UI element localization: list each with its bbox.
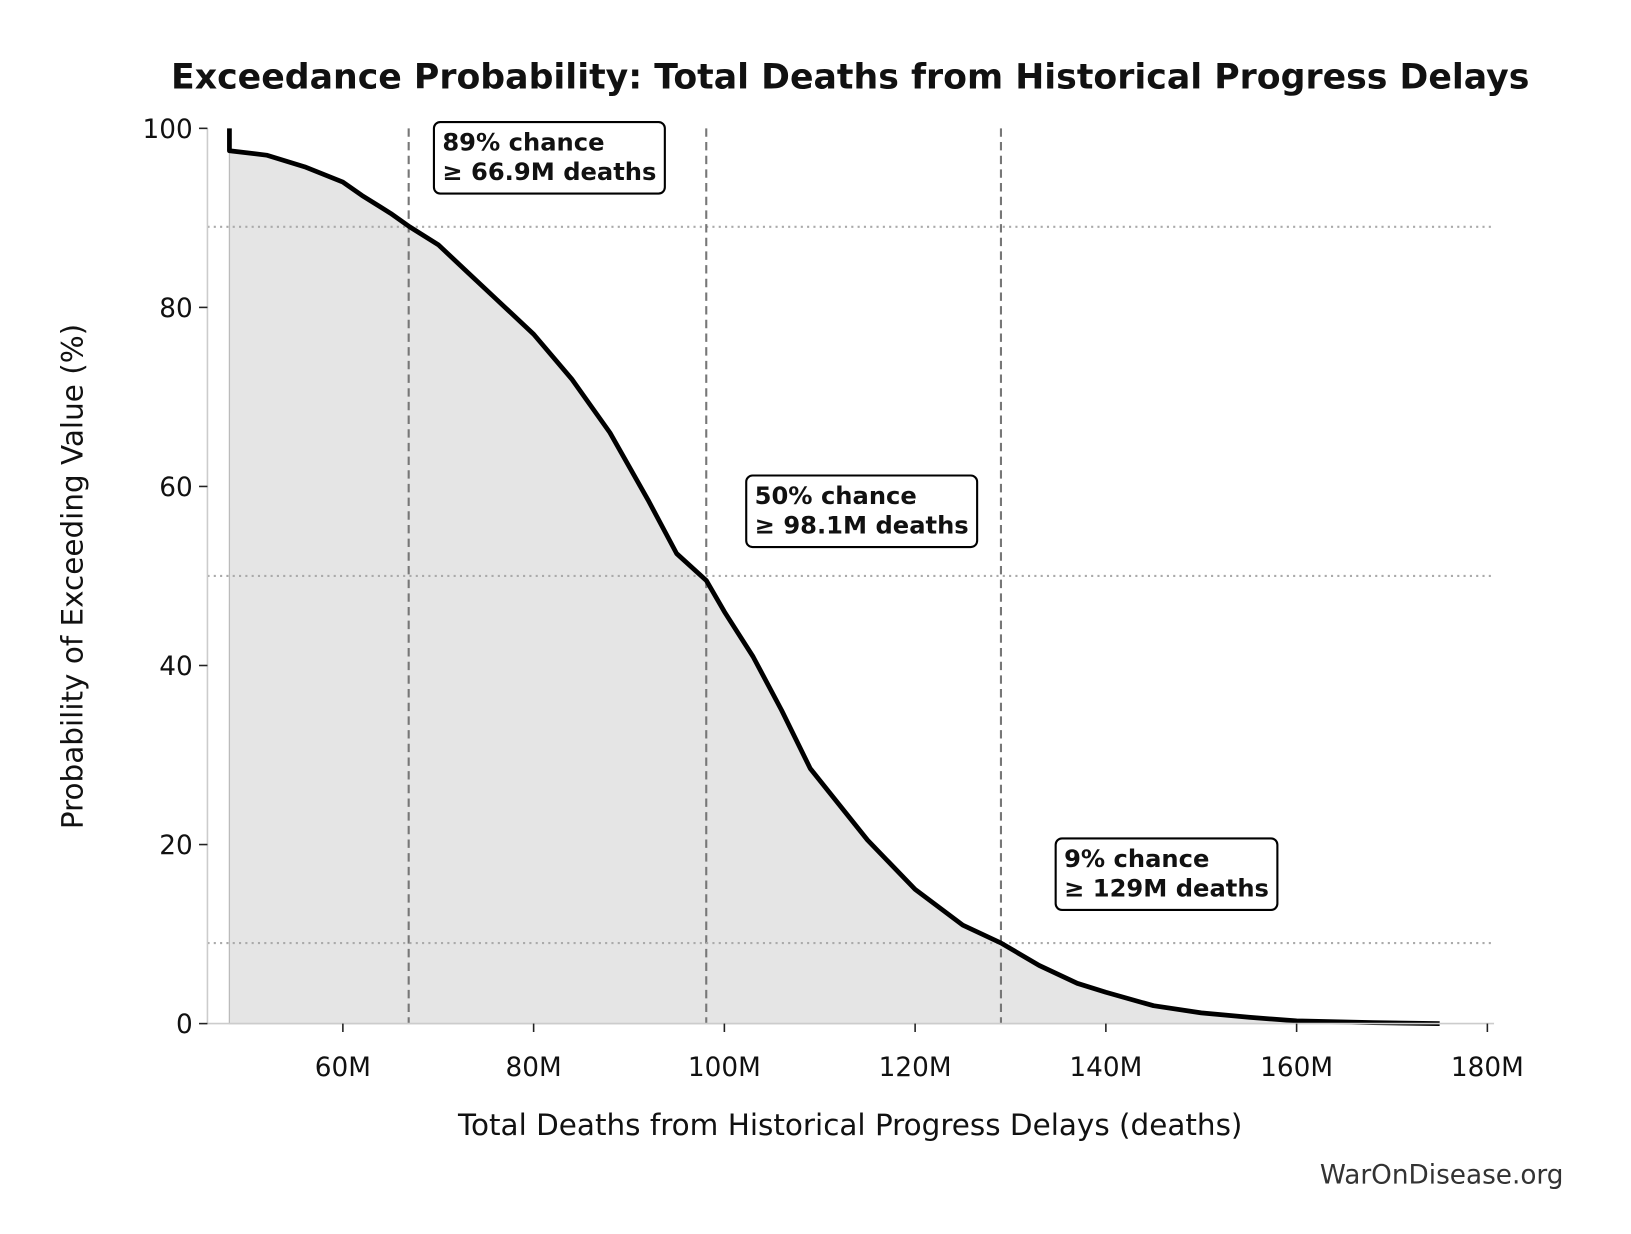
annotation-box bbox=[1054, 837, 1279, 912]
x-tick-label: 100M bbox=[688, 1053, 761, 1083]
annotation-text: 89% chance bbox=[442, 128, 604, 156]
annotation-text: 9% chance bbox=[1064, 845, 1209, 873]
annotation-text: 50% chance bbox=[755, 482, 917, 510]
annotation-text: ≥ 129M deaths bbox=[1064, 874, 1269, 902]
x-tick-label: 160M bbox=[1260, 1053, 1333, 1083]
annotation: 9% chance≥ 129M deaths bbox=[1054, 837, 1279, 912]
annotation-text: ≥ 98.1M deaths bbox=[755, 511, 969, 539]
annotation-box bbox=[745, 474, 979, 549]
exceedance-line bbox=[227, 128, 1440, 1026]
x-tick-label: 60M bbox=[315, 1053, 371, 1083]
footer: WarOnDisease.org bbox=[1320, 1161, 1564, 1191]
x-tick-label: 140M bbox=[1069, 1053, 1142, 1083]
y-tick-label: 60 bbox=[159, 473, 192, 503]
annotation: 50% chance≥ 98.1M deaths bbox=[745, 474, 979, 549]
x-tick-label: 80M bbox=[506, 1053, 562, 1083]
y-tick-label: 80 bbox=[159, 294, 192, 324]
y-tick-label: 40 bbox=[159, 652, 192, 682]
x-tick-label: 120M bbox=[879, 1053, 952, 1083]
annotation: 89% chance≥ 66.9M deaths bbox=[432, 120, 666, 195]
x-tick-label: 180M bbox=[1451, 1053, 1524, 1083]
chart-title: Exceedance Probability: Total Deaths fro… bbox=[171, 57, 1529, 97]
x-axis-label: Total Deaths from Historical Progress De… bbox=[457, 1108, 1242, 1142]
y-axis-label: Probability of Exceeding Value (%) bbox=[55, 324, 89, 829]
annotation-text: ≥ 66.9M deaths bbox=[442, 158, 656, 186]
annotation-box bbox=[432, 120, 666, 195]
y-tick-label: 20 bbox=[159, 831, 192, 861]
y-tick-label: 0 bbox=[176, 1010, 193, 1040]
y-tick-label: 100 bbox=[143, 115, 193, 145]
